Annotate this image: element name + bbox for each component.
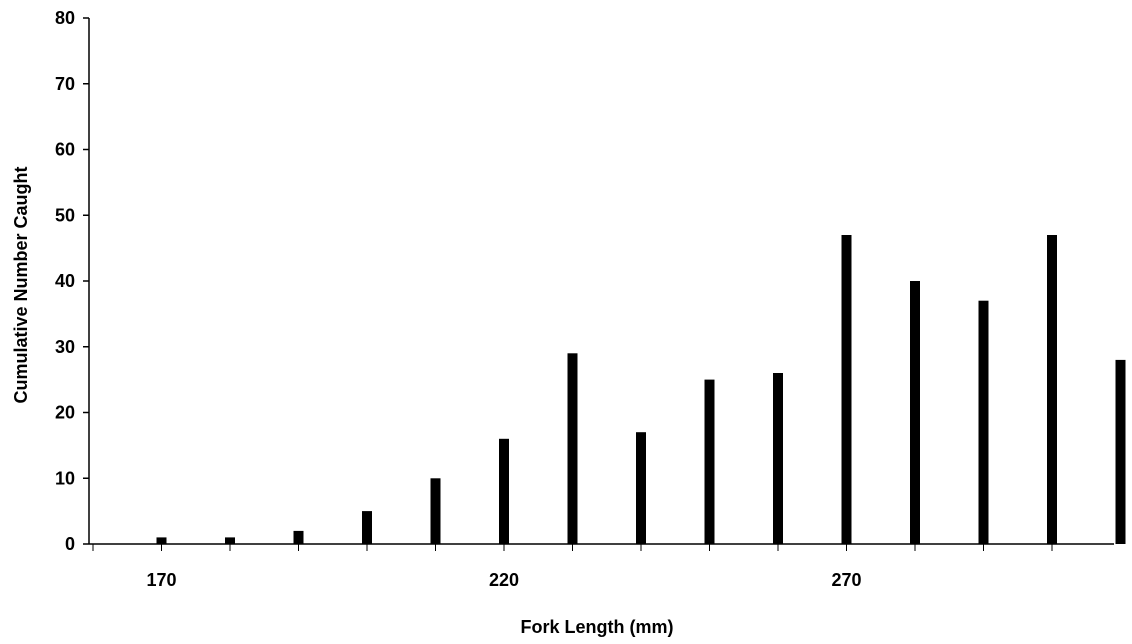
y-tick-label: 30	[55, 337, 75, 357]
bar-240	[636, 432, 646, 544]
x-axis-title: Fork Length (mm)	[521, 617, 674, 637]
y-tick-label: 10	[55, 468, 75, 488]
bar-270	[841, 235, 852, 544]
bar-250	[704, 379, 715, 544]
bar-300	[1047, 235, 1057, 544]
y-tick-label: 40	[55, 271, 75, 291]
bar-210	[430, 478, 441, 545]
bar-220	[499, 438, 509, 544]
y-tick-label: 70	[55, 74, 75, 94]
bar-310	[1115, 359, 1126, 544]
bar-290	[978, 300, 989, 544]
bar-280	[910, 281, 920, 544]
x-tick-label: 270	[831, 570, 861, 590]
y-tick-label: 20	[55, 403, 75, 423]
bar-200	[362, 511, 372, 544]
y-tick-label: 80	[55, 8, 75, 28]
y-axis-title: Cumulative Number Caught	[11, 166, 31, 403]
y-tick-label: 60	[55, 140, 75, 160]
y-tick-label: 50	[55, 205, 75, 225]
bar-170	[156, 537, 167, 544]
y-tick-labels: 0 10 20 30 40 50 60 70 80	[55, 8, 75, 554]
bar-180	[225, 537, 235, 544]
x-tick-label: 170	[146, 570, 176, 590]
x-tick-labels: 1702202703203704204705205706206707207708…	[146, 570, 861, 590]
axes-group	[83, 17, 1114, 551]
bar-190	[293, 530, 304, 545]
bar-230	[567, 353, 578, 544]
bars-group	[156, 235, 1126, 545]
y-tick-label: 0	[65, 534, 75, 554]
x-tick-label: 220	[489, 570, 519, 590]
bar-260	[773, 373, 783, 544]
